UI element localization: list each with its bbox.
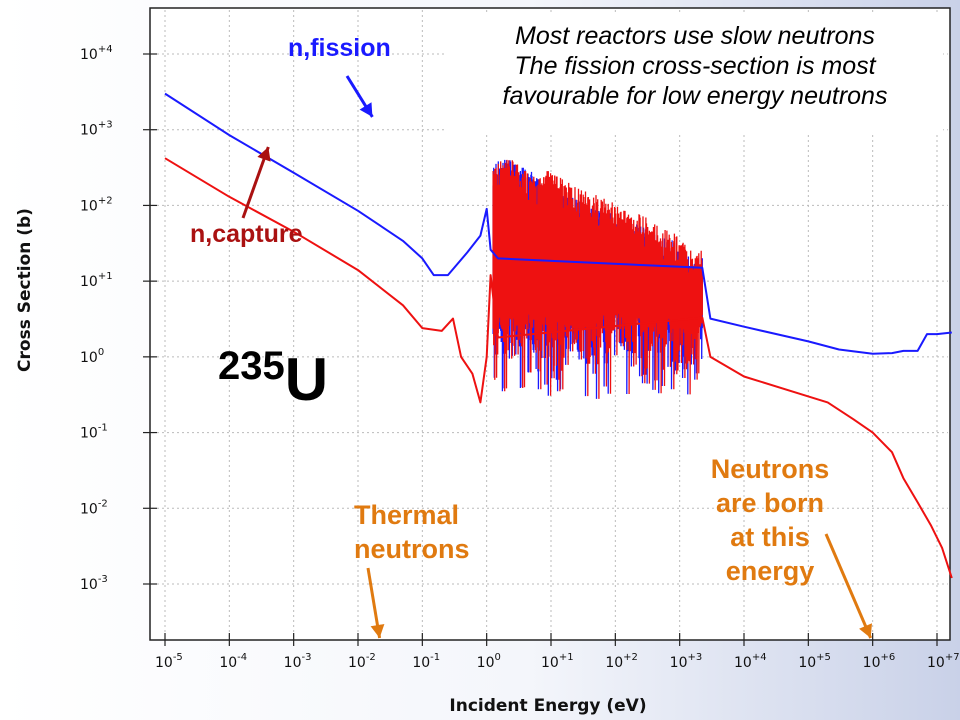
x-tick-label: 10+3	[670, 652, 703, 671]
born-line-4: energy	[725, 556, 815, 586]
thermal-line-1: Thermal	[354, 500, 460, 530]
born-arrow-head	[859, 623, 872, 638]
fission-label: n,fission	[288, 34, 391, 62]
info-line-1: Most reactors use slow neutrons	[515, 22, 875, 50]
x-tick-label: 10-5	[155, 652, 183, 671]
y-axis-title: Cross Section (b)	[15, 208, 35, 372]
x-tick-label: 10+6	[863, 652, 896, 671]
y-tick-label: 10+1	[80, 271, 113, 290]
info-line-2: The fission cross-section is most	[514, 52, 876, 80]
isotope-mass-number: 235	[218, 344, 285, 388]
x-axis-title: Incident Energy (eV)	[449, 696, 646, 716]
born-line-2: are born	[715, 488, 825, 518]
capture-label: n,capture	[190, 220, 303, 248]
x-tick-label: 10+1	[541, 652, 574, 671]
data-series	[164, 92, 953, 579]
born-line-3: at this	[730, 522, 810, 552]
x-tick-label: 10-3	[284, 652, 312, 671]
x-tick-label: 10-4	[219, 652, 247, 671]
x-tick-label: 10+5	[798, 652, 831, 671]
axis-ticks: 10-5 10-4 10-3 10-2 10-1 100 10+1 10+2 10+3 10+4 1…	[80, 44, 960, 671]
x-tick-label: 10+4	[734, 652, 767, 671]
thermal-label: Thermal neutrons	[354, 498, 470, 566]
x-tick-label: 10-1	[412, 652, 440, 671]
y-tick-label: 100	[80, 347, 104, 366]
capture-series-line	[164, 157, 953, 579]
born-label: Neutrons are born at this energy	[690, 452, 850, 588]
thermal-line-2: neutrons	[354, 534, 470, 564]
born-arrow-shaft	[824, 533, 873, 639]
y-tick-label: 10-1	[80, 423, 108, 442]
y-tick-label: 10+3	[80, 120, 113, 139]
x-tick-label: 10+7	[927, 652, 960, 671]
thermal-arrow-head	[370, 624, 385, 638]
info-box: Most reactors use slow neutrons The fiss…	[447, 13, 943, 135]
fission-series-line	[164, 92, 952, 355]
fission-arrow-head	[359, 102, 373, 117]
x-tick-label: 10+2	[605, 652, 638, 671]
annotation-arrows	[241, 75, 873, 639]
y-tick-label: 10+2	[80, 195, 113, 214]
isotope-symbol: U	[284, 346, 329, 413]
y-tick-label: 10-3	[80, 574, 108, 593]
info-line-3: favourable for low energy neutrons	[502, 82, 888, 110]
born-line-1: Neutrons	[710, 454, 830, 484]
y-tick-label: 10-2	[80, 498, 108, 517]
capture-arrow-head	[257, 147, 271, 162]
capture-resonances	[492, 159, 703, 399]
y-tick-label: 10+4	[80, 44, 113, 63]
x-tick-label: 100	[477, 652, 501, 671]
isotope-label: 235U	[218, 338, 328, 422]
x-tick-label: 10-2	[348, 652, 376, 671]
